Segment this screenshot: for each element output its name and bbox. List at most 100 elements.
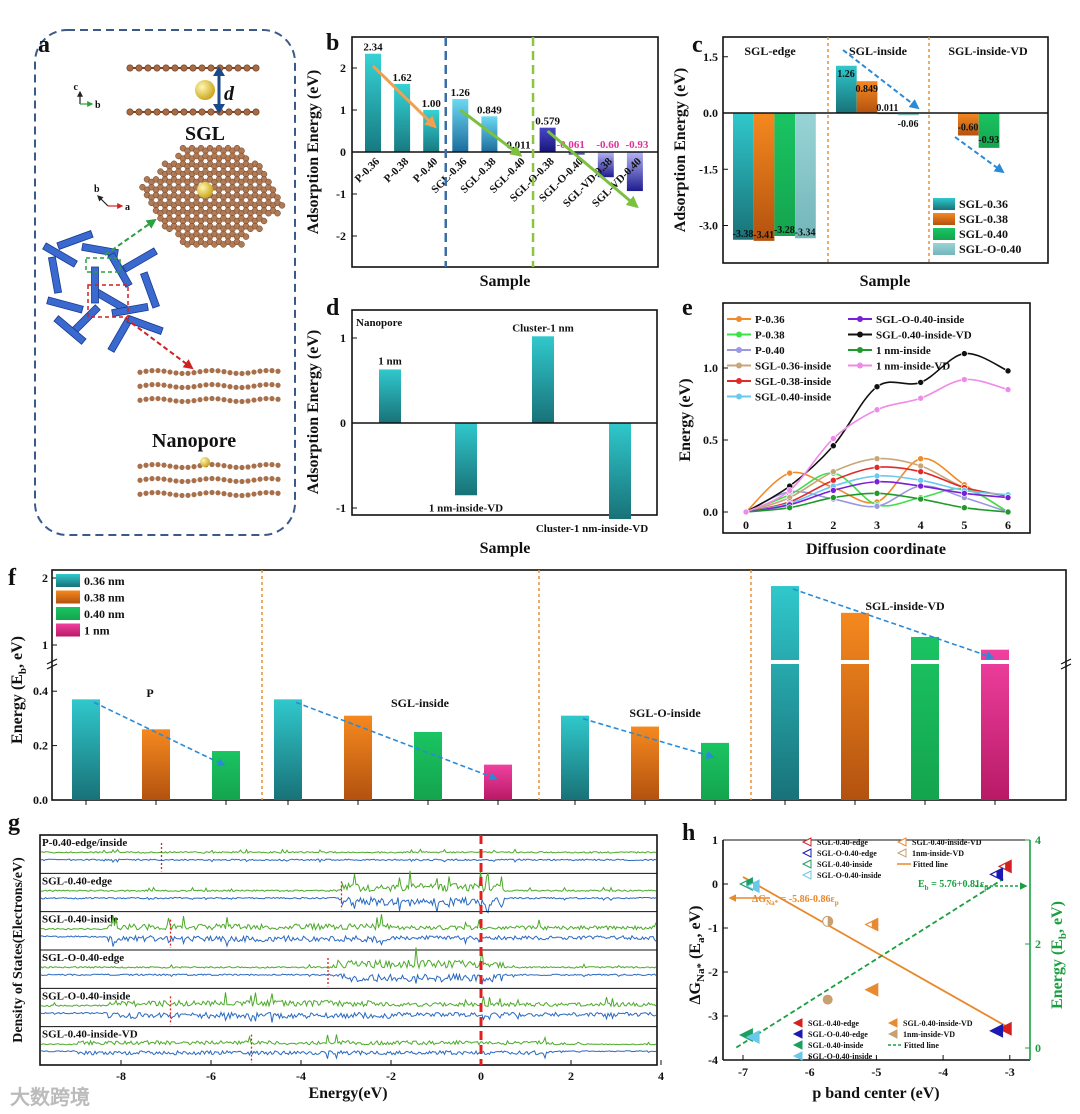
carbon-atom <box>275 382 281 388</box>
carbon-atom <box>269 382 275 388</box>
carbon-atom <box>167 491 173 497</box>
data-point <box>830 442 837 450</box>
y-axis-title-part: , eV) <box>9 636 26 668</box>
y-tick-label: 2 <box>42 571 48 585</box>
carbon-atom <box>221 491 227 497</box>
bar-1 nm-inside-VD <box>455 423 477 496</box>
carbon-atom <box>233 370 239 376</box>
carbon-atom <box>155 395 161 402</box>
x-tick-label: 0 <box>478 1069 484 1083</box>
bar-SGL-O-inside-0.36 nm <box>561 715 589 800</box>
y-tick-label-right: 4 <box>1035 833 1041 847</box>
carbon-atom <box>161 396 167 402</box>
bar-value-label: -3.34 <box>795 227 816 238</box>
legend-label: SGL-0.40-edge <box>808 1019 859 1028</box>
legend-marker <box>792 1029 803 1039</box>
carbon-atom <box>227 492 233 498</box>
bar-SGL-inside-0.40 nm <box>414 732 442 800</box>
legend-label: 1 nm-inside <box>876 345 931 357</box>
fit-equation-part: = -5.86-0.86ε <box>778 894 835 905</box>
bar-SGL-inside-SGL-0.38 <box>856 81 878 113</box>
carbon-atom <box>221 369 227 375</box>
fit-equation-Eb: Eb = 5.76+0.81εp <box>918 879 988 892</box>
y-tick-label: -1 <box>336 501 346 515</box>
point-Eb-SGL-O-0.40-edge <box>989 1023 1004 1038</box>
d002-label: d <box>224 83 235 105</box>
legend: P-0.36 P-0.38 P-0.40 SGL-0.36-inside SGL-0.3… <box>727 314 972 404</box>
point-Eb-SGL-O-0.40-inside <box>745 1030 760 1045</box>
legend-label: SGL-0.40-inside <box>755 392 831 404</box>
carbon-atom <box>245 398 251 404</box>
legend-marker <box>736 393 742 400</box>
group-title: SGL-O-inside <box>629 706 701 720</box>
y-tick-label: -1 <box>336 187 346 201</box>
y-tick-label: 1 <box>340 331 346 345</box>
carbon-atom <box>171 108 179 116</box>
legend-label: SGL-O-0.40 <box>959 242 1021 256</box>
bar-value-label: -0.60 <box>958 123 979 134</box>
carbon-atom <box>185 384 191 390</box>
legend-label: SGL-0.40-inside-VD <box>912 838 982 847</box>
sodium-atom <box>200 457 210 467</box>
carbon-atom <box>203 382 209 388</box>
bar-SGL-inside-VD-1 nm <box>981 649 1009 800</box>
data-point <box>917 468 924 475</box>
y-tick-label: 1.0 <box>703 361 718 375</box>
carbon-atom <box>275 396 281 402</box>
x-axis-title: Energy(eV) <box>308 1085 387 1102</box>
group-title: SGL-inside <box>391 696 450 710</box>
legend-label: Fitted line <box>904 1041 939 1050</box>
bar-value-label: 0.849 <box>855 84 878 95</box>
x-tick-label: 2 <box>830 518 836 532</box>
carbon-atom <box>227 370 233 376</box>
fit-equation-part: ΔG <box>752 894 766 905</box>
panel-label-d: d <box>326 295 340 321</box>
row-label: P-0.40-edge/inside <box>42 837 127 849</box>
data-point <box>786 487 793 494</box>
data-point <box>873 502 881 510</box>
legend-marker <box>792 1051 803 1061</box>
carbon-atom <box>203 368 209 374</box>
carbon-atom <box>239 464 245 471</box>
legend-label: 1nm-inside-VD <box>912 849 964 858</box>
legend-swatch <box>56 574 80 587</box>
carbon-atom <box>137 383 143 389</box>
carbon-atom <box>203 476 209 482</box>
data-point <box>742 508 750 516</box>
point-Ea-SGL-0.40-inside-VD-half <box>871 918 878 931</box>
bar-SGL-inside-SGL-O-0.40 <box>898 113 919 116</box>
data-point <box>961 350 968 357</box>
carbon-atom <box>239 384 245 391</box>
carbon-atom <box>143 382 149 388</box>
bar-1 nm <box>379 369 401 423</box>
carbon-atom <box>251 491 257 497</box>
carbon-atom <box>227 384 233 390</box>
y-tick-label-right: 2 <box>1035 937 1041 951</box>
carbon-atom <box>221 477 227 483</box>
nanopore-selection-box <box>87 284 129 318</box>
legend-marker <box>857 331 863 338</box>
bar-SGL-edge-SGL-0.38 <box>753 113 775 241</box>
y-axis-title-part: (E <box>687 943 704 963</box>
data-point <box>1004 367 1012 375</box>
carbon-atom <box>126 64 134 72</box>
legend-marker <box>857 316 863 322</box>
group-title: SGL-inside-VD <box>865 599 945 613</box>
trend-arrow <box>954 136 1005 174</box>
row-label: SGL-0.40-inside <box>42 914 118 926</box>
carbon-atom <box>189 64 197 72</box>
axis-break-mark <box>46 658 1072 670</box>
y-axis-title: Adsorption Energy (eV) <box>305 330 322 494</box>
data-point <box>961 376 968 383</box>
carbon-atom <box>245 492 251 498</box>
y-axis-title: Density of States(Electrons/eV) <box>11 857 26 1043</box>
dos-spin-down-line <box>40 858 657 864</box>
carbon-atom <box>167 397 173 403</box>
bar-value-label: 0.011 <box>506 140 530 152</box>
y-tick-label: 0.4 <box>33 684 48 698</box>
carbon-atom <box>149 476 155 482</box>
legend-label: P-0.36 <box>755 314 785 326</box>
bar-SGL-edge-SGL-O-0.40 <box>795 113 816 239</box>
carbon-atom <box>161 462 167 468</box>
